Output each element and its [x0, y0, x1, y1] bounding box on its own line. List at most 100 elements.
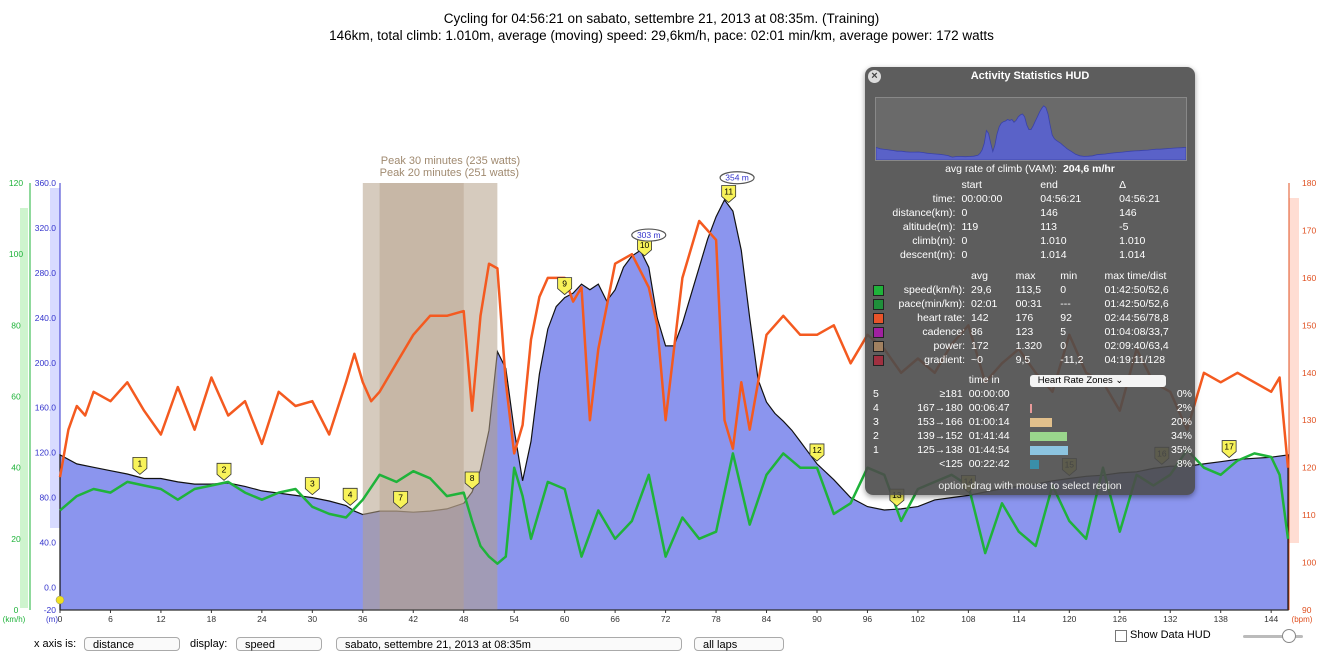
hud-altitude-sparkline [875, 97, 1187, 161]
zone-type-select[interactable]: Heart Rate Zones ⌄ [1029, 374, 1166, 387]
range-row: time: 00:00:00 04:56:21 04:56:21 [870, 192, 1195, 206]
stat-color-swatch[interactable] [873, 298, 884, 310]
hud-zone-table: time in Heart Rate Zones ⌄ 5 ≥181 00:00:00 0%… [870, 373, 1195, 471]
stat-max-at: 01:04:08/33,7 [1104, 326, 1169, 338]
stat-min: 0 [1060, 340, 1067, 352]
title-line-1: Cycling for 04:56:21 on sabato, settembr… [443, 11, 880, 26]
stat-max-at: 02:44:56/78,8 [1104, 312, 1169, 324]
hr-tick-label: 110 [1302, 510, 1316, 520]
lap-marker-label: 17 [1224, 442, 1234, 452]
vam-value: 204,6 m/hr [1062, 163, 1115, 175]
xaxis-select[interactable]: distance [84, 637, 180, 651]
stat-min: --- [1060, 298, 1071, 310]
stat-label: speed(km/h): [903, 284, 966, 296]
altitude-tick-label: 40.0 [39, 538, 56, 548]
lap-marker [557, 277, 573, 296]
range-row: descent(m): 0 1.014 1.014 [870, 248, 1195, 262]
sparkline-svg [875, 105, 1187, 161]
zone-time: 01:44:54 [968, 444, 1010, 456]
zone-row: 3 153→166 01:00:14 20% [870, 415, 1195, 429]
stat-header: min [1060, 270, 1078, 282]
stat-header: avg [971, 270, 988, 282]
lap-marker [304, 477, 320, 496]
zone-time: 00:00:00 [968, 388, 1010, 400]
zone-row: 2 139→152 01:41:44 34% [870, 429, 1195, 443]
range-header: start [961, 179, 982, 191]
stat-color-swatch[interactable] [873, 312, 884, 324]
lap-marker-label: 4 [348, 489, 353, 499]
speed-line [59, 448, 1290, 565]
stat-row: power: 172 1.320 0 02:09:40/63,4 [870, 339, 1195, 353]
display-label: display: [190, 638, 228, 650]
zone-number: 2 [873, 430, 879, 442]
activity-stats-hud[interactable]: × Activity Statistics HUD avg rate of cl… [865, 67, 1195, 495]
stat-header-row: avg max min max time/dist [870, 269, 1195, 283]
stat-color-swatch[interactable] [873, 326, 884, 338]
altitude-tick-label: 360.0 [35, 178, 57, 188]
stat-max: 123 [1015, 326, 1034, 338]
x-tick-label: 108 [961, 614, 975, 624]
stat-color-swatch[interactable] [873, 284, 884, 296]
range-row-value: -5 [1119, 221, 1129, 233]
x-tick-label: 54 [509, 614, 519, 624]
laps-select[interactable]: all laps [694, 637, 784, 651]
zoom-slider-track[interactable] [1243, 635, 1303, 638]
stat-swatch-cell [870, 311, 887, 325]
zone-row: 1 125→138 01:44:54 35% [870, 443, 1195, 457]
hr-tick-label: 100 [1302, 558, 1316, 568]
stat-row: gradient: ~0 9,5 -11,2 04:19:11/128 [870, 353, 1195, 367]
zone-time: 01:00:14 [968, 416, 1010, 428]
zone-number: 4 [873, 402, 879, 414]
range-row-value: 04:56:21 [1040, 193, 1082, 205]
zone-time: 00:06:47 [968, 402, 1010, 414]
speed-tick-label: 120 [9, 178, 23, 188]
vam-label: avg rate of climb (VAM): [945, 163, 1057, 175]
lap-marker [1221, 440, 1237, 459]
lap-marker-label: 13 [892, 490, 902, 500]
zone-percent: 20% [1170, 416, 1192, 428]
stat-color-swatch[interactable] [873, 340, 884, 352]
x-tick-label: 84 [762, 614, 772, 624]
hr-tick-label: 150 [1302, 320, 1316, 330]
stat-row: pace(min/km): 02:01 00:31 --- 01:42:50/52,6 [870, 297, 1195, 311]
speed-tick-label: 100 [9, 249, 23, 259]
show-hud-checkbox[interactable] [1115, 630, 1127, 642]
lap-marker-label: 9 [562, 279, 567, 289]
lap-marker [393, 490, 409, 509]
lap-marker-label: 1 [138, 458, 143, 468]
range-row-label: distance(km): [892, 207, 956, 219]
range-row-value: 00:00:00 [961, 193, 1003, 205]
lap-marker [464, 471, 480, 490]
activity-chart[interactable]: Peak 30 minutes (235 watts)Peak 20 minut… [0, 0, 1323, 630]
zone-row: <125 00:22:42 8% [870, 457, 1195, 471]
range-row-value: 146 [1040, 207, 1058, 219]
stat-swatch-cell [870, 297, 887, 311]
zone-header [870, 373, 886, 387]
altitude-tick-label: 80.0 [39, 493, 56, 503]
hud-hint: option-drag with mouse to select region [938, 480, 1122, 492]
hud-stat-table: avg max min max time/dist speed(km/h): 29,6 11… [870, 269, 1195, 367]
lap-marker [809, 443, 825, 462]
peak-label: Peak 30 minutes (235 watts) [381, 155, 520, 167]
display-select[interactable]: speed [236, 637, 322, 651]
x-tick-label: 90 [812, 614, 822, 624]
x-tick-label: 132 [1163, 614, 1177, 624]
lap-marker-label: 11 [724, 186, 733, 196]
x-tick-label: 42 [409, 614, 419, 624]
activity-select[interactable]: sabato, settembre 21, 2013 at 08:35m [336, 637, 682, 651]
stat-color-swatch[interactable] [873, 354, 884, 366]
stat-max-at: 02:09:40/63,4 [1104, 340, 1169, 352]
range-row-value: 1.010 [1040, 235, 1067, 247]
close-icon[interactable]: × [868, 70, 881, 83]
altitude-tick-label: 280.0 [35, 268, 57, 278]
zoom-slider-knob[interactable] [1282, 629, 1296, 643]
range-row: altitude(m): 119 113 -5 [870, 220, 1195, 234]
altitude-tick-label: 240.0 [35, 313, 57, 323]
x-tick-label: 12 [156, 614, 166, 624]
zone-header-row: time in Heart Rate Zones ⌄ [870, 373, 1195, 387]
range-row-value: 0 [961, 207, 968, 219]
stat-max: 1.320 [1015, 340, 1042, 352]
altitude-callout-label: 354 m [725, 173, 749, 183]
hr-tick-label: 160 [1302, 273, 1316, 283]
x-tick-label: 18 [207, 614, 217, 624]
